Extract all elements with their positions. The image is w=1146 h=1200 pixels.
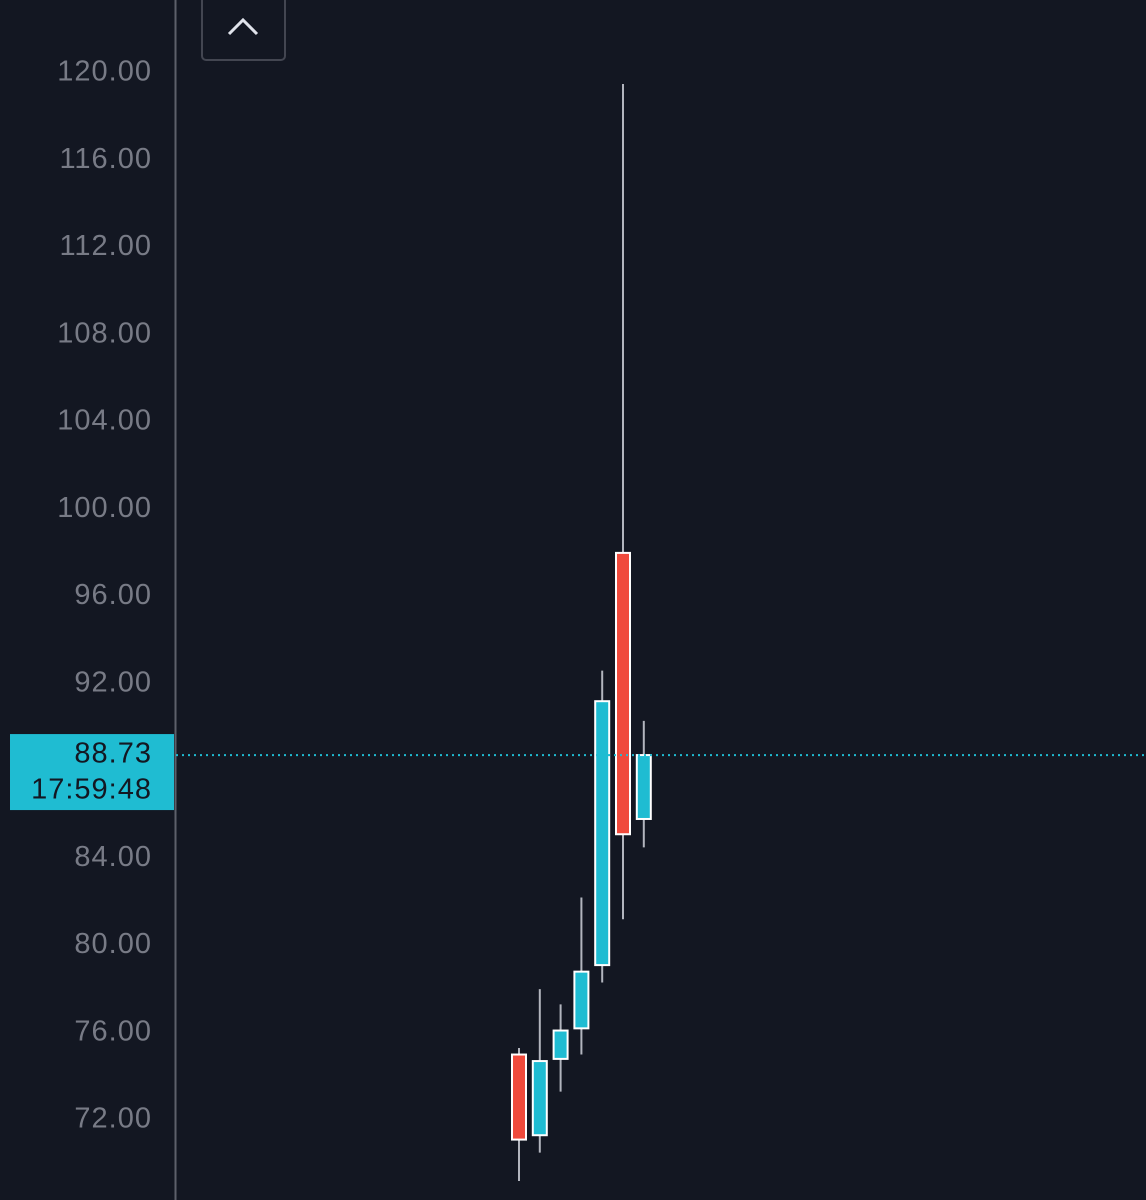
candle	[573, 897, 590, 1055]
collapse-button-frame[interactable]	[201, 0, 286, 61]
y-tick-label: 76.00	[74, 1015, 152, 1047]
candle-body	[635, 754, 652, 820]
y-tick-label: 96.00	[74, 579, 152, 611]
candle-body	[531, 1060, 548, 1137]
y-tick-label: 92.00	[74, 666, 152, 698]
candle	[552, 1004, 569, 1092]
y-tick-label: 104.00	[57, 405, 152, 437]
candle-body	[511, 1053, 527, 1141]
candle-body	[573, 970, 590, 1030]
last-price-label: 88.73	[74, 738, 152, 770]
countdown-label: 17:59:48	[31, 774, 152, 806]
candle	[635, 720, 652, 848]
y-tick-label: 116.00	[59, 143, 152, 175]
candle-body	[594, 700, 611, 967]
y-tick-label: 108.00	[57, 317, 152, 349]
candle	[615, 83, 631, 920]
y-tick-label: 84.00	[74, 841, 152, 873]
y-tick-label: 80.00	[74, 928, 152, 960]
candle-body	[552, 1029, 569, 1060]
candle	[531, 989, 548, 1153]
collapse-chevron[interactable]	[227, 17, 259, 36]
y-tick-label: 112.00	[59, 230, 152, 262]
y-tick-label: 72.00	[74, 1103, 152, 1135]
y-tick-label: 120.00	[57, 56, 152, 88]
candle	[594, 670, 611, 983]
candle-body	[615, 551, 631, 836]
y-tick-label: 100.00	[57, 492, 152, 524]
candle	[511, 1047, 527, 1182]
last-price-box	[10, 734, 174, 811]
collapse-button[interactable]	[201, 0, 286, 61]
